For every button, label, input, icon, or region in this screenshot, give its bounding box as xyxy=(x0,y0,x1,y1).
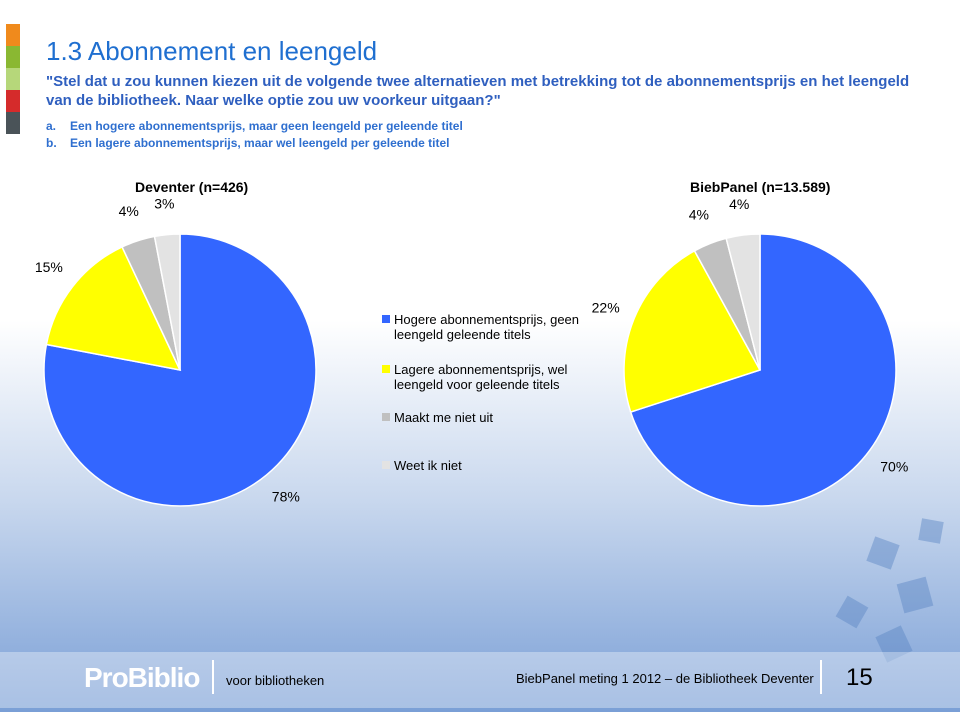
legend-label: Weet ik niet xyxy=(394,458,462,473)
question: "Stel dat u zou kunnen kiezen uit de vol… xyxy=(46,73,910,109)
stripe xyxy=(6,24,20,46)
footer: ProBiblio voor bibliotheken BiebPanel me… xyxy=(0,652,960,708)
data-label: 22% xyxy=(592,300,620,316)
chart-title: Deventer (n=426) xyxy=(135,179,248,195)
logo: ProBiblio xyxy=(84,662,200,693)
data-label: 3% xyxy=(154,195,174,211)
legend-swatch xyxy=(382,365,390,373)
option: a. Een hogere abonnementsprijs, maar geen… xyxy=(46,119,463,133)
divider xyxy=(820,660,822,694)
chart-title: BiebPanel (n=13.589) xyxy=(690,179,830,195)
pie-slice xyxy=(629,233,897,507)
option-marker: a. xyxy=(46,119,57,133)
legend-item: Weet ik niet xyxy=(382,458,609,473)
stripe xyxy=(6,112,20,134)
data-label: 4% xyxy=(689,206,709,222)
legend-label: Hogere abonnementsprijs, geen leengeld g… xyxy=(394,312,580,342)
pie-slice xyxy=(725,233,761,371)
legend-item: Maakt me niet uit xyxy=(382,410,609,425)
stripe xyxy=(6,90,20,112)
pie-slice xyxy=(153,233,181,371)
legend-swatch xyxy=(382,315,390,323)
legend-item: Hogere abonnementsprijs, geen leengeld g… xyxy=(382,312,609,342)
pie-slice xyxy=(623,249,762,413)
title: 1.3 Abonnement en leengeld xyxy=(46,36,378,66)
meeting: BiebPanel meting 1 2012 – de Bibliotheek… xyxy=(516,671,814,686)
stripe xyxy=(6,46,20,68)
stripe xyxy=(6,68,20,90)
data-label: 78% xyxy=(272,489,300,505)
legend-label: Lagere abonnementsprijs, wel leengeld vo… xyxy=(394,362,568,392)
divider xyxy=(212,660,214,694)
tagline: voor bibliotheken xyxy=(226,673,325,688)
data-label: 70% xyxy=(880,458,908,474)
legend-swatch xyxy=(382,461,390,469)
pie-slice xyxy=(45,245,182,372)
option: b. Een lagere abonnementsprijs, maar wel … xyxy=(46,136,449,150)
decor-cubes xyxy=(835,518,944,663)
data-label: 4% xyxy=(119,203,139,219)
page-number: 15 xyxy=(846,664,873,691)
data-label: 4% xyxy=(729,196,749,212)
legend-item: Lagere abonnementsprijs, wel leengeld vo… xyxy=(382,362,609,392)
option-marker: b. xyxy=(46,136,57,150)
option-text: Een lagere abonnementsprijs, maar wel le… xyxy=(70,136,450,150)
option-text: Een hogere abonnementsprijs, maar geen l… xyxy=(70,119,463,133)
legend-label: Maakt me niet uit xyxy=(394,410,493,425)
data-label: 15% xyxy=(35,259,63,275)
legend-swatch xyxy=(382,413,390,421)
